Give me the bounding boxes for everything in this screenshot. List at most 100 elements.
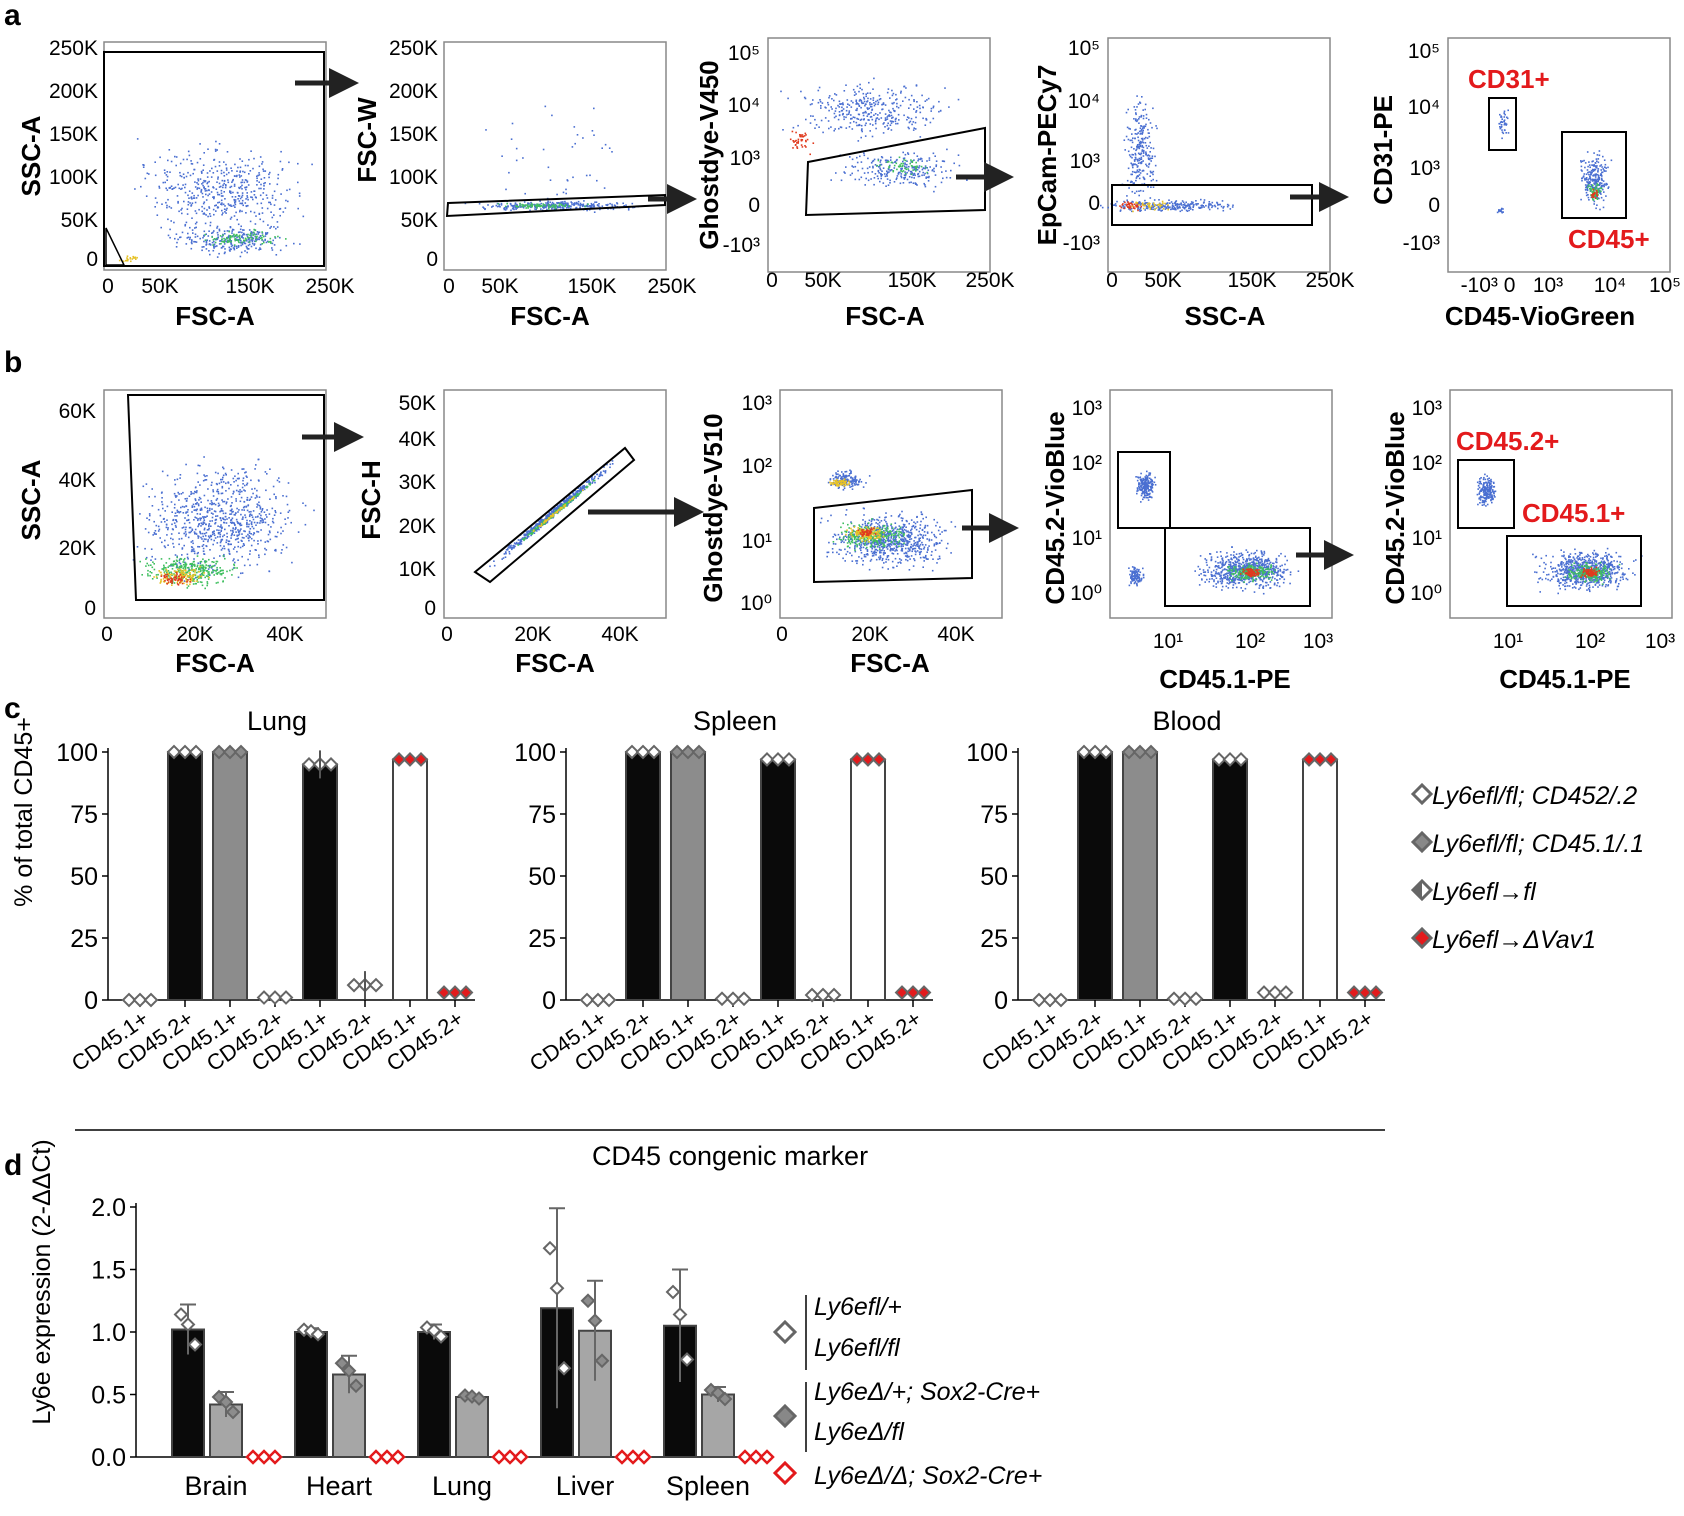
- event-dot: [194, 241, 196, 243]
- event-dot: [887, 172, 889, 174]
- event-dot: [885, 117, 887, 119]
- event-dot: [1584, 173, 1586, 175]
- event-dot: [240, 226, 242, 228]
- event-dot: [1217, 208, 1219, 210]
- tick: 250K: [647, 275, 696, 298]
- event-dot: [151, 548, 153, 550]
- event-dot: [161, 558, 163, 560]
- event-dot: [242, 572, 244, 574]
- event-dot: [191, 198, 193, 200]
- event-dot: [234, 546, 236, 548]
- event-dot: [889, 182, 891, 184]
- event-dot: [237, 511, 239, 513]
- event-dot: [280, 208, 282, 210]
- event-dot: [194, 574, 196, 576]
- event-dot: [856, 108, 858, 110]
- event-dot: [793, 127, 795, 129]
- event-dot: [266, 549, 268, 551]
- event-dot: [1135, 118, 1137, 120]
- event-dot: [211, 561, 213, 563]
- event-dot: [866, 101, 868, 103]
- event-dot: [234, 185, 236, 187]
- event-dot: [201, 538, 203, 540]
- event-dot: [176, 573, 178, 575]
- event-dot: [925, 100, 927, 102]
- event-dot: [187, 233, 189, 235]
- event-dot: [1153, 148, 1155, 150]
- event-dot: [1589, 176, 1591, 178]
- event-dot: [253, 244, 255, 246]
- event-dot: [209, 170, 211, 172]
- event-dot: [164, 172, 166, 174]
- event-dot: [843, 119, 845, 121]
- event-dot: [224, 233, 226, 235]
- event-dot: [1179, 206, 1181, 208]
- event-dot: [219, 532, 221, 534]
- event-dot: [223, 555, 225, 557]
- event-dot: [598, 203, 600, 205]
- event-dot: [236, 490, 238, 492]
- event-dot: [1209, 209, 1211, 211]
- event-dot: [198, 537, 200, 539]
- event-dot: [926, 99, 928, 101]
- event-dot: [230, 241, 232, 243]
- event-dot: [235, 498, 237, 500]
- event-dot: [572, 146, 574, 148]
- event-dot: [838, 128, 840, 130]
- event-dot: [237, 167, 239, 169]
- event-dot: [273, 522, 275, 524]
- event-dot: [280, 533, 282, 535]
- event-dot: [176, 565, 178, 567]
- event-dot: [1596, 158, 1598, 160]
- event-dot: [253, 158, 255, 160]
- event-dot: [274, 514, 276, 516]
- event-dot: [236, 247, 238, 249]
- event-dot: [1607, 167, 1609, 169]
- event-dot: [1184, 203, 1186, 205]
- event-dot: [570, 496, 572, 498]
- event-dot: [1203, 206, 1205, 208]
- event-dot: [582, 204, 584, 206]
- event-dot: [901, 177, 903, 179]
- event-dot: [264, 548, 266, 550]
- event-dot: [594, 478, 596, 480]
- event-dot: [505, 556, 507, 558]
- event-dot: [205, 194, 207, 196]
- event-dot: [1508, 132, 1510, 134]
- event-dot: [222, 580, 224, 582]
- event-dot: [191, 578, 193, 580]
- event-dot: [219, 240, 221, 242]
- event-dot: [511, 205, 513, 207]
- event-dot: [229, 570, 231, 572]
- event-dot: [174, 560, 176, 562]
- event-dot: [814, 119, 816, 121]
- event-dot: [842, 114, 844, 116]
- event-dot: [239, 235, 241, 237]
- event-dot: [241, 175, 243, 177]
- event-dot: [197, 473, 199, 475]
- event-dot: [889, 180, 891, 182]
- event-dot: [215, 570, 217, 572]
- event-dot: [148, 173, 150, 175]
- event-dot: [1499, 126, 1501, 128]
- event-dot: [1204, 199, 1206, 201]
- event-dot: [222, 212, 224, 214]
- event-dot: [891, 129, 893, 131]
- event-dot: [255, 549, 257, 551]
- event-dot: [134, 257, 136, 259]
- event-dot: [223, 204, 225, 206]
- event-dot: [858, 140, 860, 142]
- event-dot: [273, 494, 275, 496]
- event-dot: [828, 97, 830, 99]
- event-dot: [820, 107, 822, 109]
- event-dot: [168, 581, 170, 583]
- event-dot: [231, 186, 233, 188]
- event-dot: [1133, 118, 1135, 120]
- event-dot: [232, 532, 234, 534]
- event-dot: [215, 519, 217, 521]
- event-dot: [891, 117, 893, 119]
- event-dot: [149, 571, 151, 573]
- event-dot: [164, 521, 166, 523]
- event-dot: [839, 111, 841, 113]
- event-dot: [1140, 116, 1142, 118]
